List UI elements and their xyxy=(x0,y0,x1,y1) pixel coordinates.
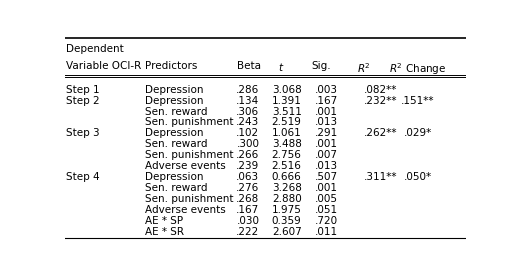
Text: .300: .300 xyxy=(236,139,260,149)
Text: .082**: .082** xyxy=(364,85,397,95)
Text: .063: .063 xyxy=(236,172,260,182)
Text: .720: .720 xyxy=(314,216,338,226)
Text: Sen. reward: Sen. reward xyxy=(145,139,208,149)
Text: Dependent: Dependent xyxy=(66,44,123,55)
Text: .262**: .262** xyxy=(364,129,397,138)
Text: .013: .013 xyxy=(314,161,338,171)
Text: Sen. reward: Sen. reward xyxy=(145,107,208,116)
Text: 3.268: 3.268 xyxy=(272,183,301,193)
Text: Predictors: Predictors xyxy=(145,61,197,71)
Text: .051: .051 xyxy=(314,205,338,215)
Text: Step 2: Step 2 xyxy=(66,96,99,105)
Text: 3.068: 3.068 xyxy=(272,85,301,95)
Text: .007: .007 xyxy=(315,150,338,160)
Text: .001: .001 xyxy=(315,139,338,149)
Text: Step 1: Step 1 xyxy=(66,85,99,95)
Text: Depression: Depression xyxy=(145,96,204,105)
Text: .239: .239 xyxy=(236,161,260,171)
Text: $t$: $t$ xyxy=(278,61,285,73)
Text: Beta: Beta xyxy=(237,61,262,71)
Text: AE * SR: AE * SR xyxy=(145,227,184,237)
Text: Depression: Depression xyxy=(145,172,204,182)
Text: .286: .286 xyxy=(236,85,260,95)
Text: 1.391: 1.391 xyxy=(272,96,301,105)
Text: .232**: .232** xyxy=(364,96,397,105)
Text: $R^2$ Change: $R^2$ Change xyxy=(390,61,447,77)
Text: .001: .001 xyxy=(315,183,338,193)
Text: 3.511: 3.511 xyxy=(272,107,301,116)
Text: .311**: .311** xyxy=(364,172,397,182)
Text: 2.519: 2.519 xyxy=(272,118,301,127)
Text: AE * SP: AE * SP xyxy=(145,216,183,226)
Text: .243: .243 xyxy=(236,118,260,127)
Text: .276: .276 xyxy=(236,183,260,193)
Text: .030: .030 xyxy=(236,216,260,226)
Text: .507: .507 xyxy=(314,172,338,182)
Text: .167: .167 xyxy=(314,96,338,105)
Text: .306: .306 xyxy=(236,107,260,116)
Text: .011: .011 xyxy=(314,227,338,237)
Text: .291: .291 xyxy=(314,129,338,138)
Text: $R^2$: $R^2$ xyxy=(357,61,371,75)
Text: 0.666: 0.666 xyxy=(272,172,301,182)
Text: Step 4: Step 4 xyxy=(66,172,99,182)
Text: Adverse events: Adverse events xyxy=(145,161,226,171)
Text: Step 3: Step 3 xyxy=(66,129,99,138)
Text: Sen. punishment: Sen. punishment xyxy=(145,194,234,204)
Text: 3.488: 3.488 xyxy=(272,139,301,149)
Text: 1.975: 1.975 xyxy=(272,205,301,215)
Text: .134: .134 xyxy=(236,96,260,105)
Text: Depression: Depression xyxy=(145,129,204,138)
Text: .005: .005 xyxy=(315,194,338,204)
Text: Adverse events: Adverse events xyxy=(145,205,226,215)
Text: 1.061: 1.061 xyxy=(272,129,301,138)
Text: Sig.: Sig. xyxy=(312,61,332,71)
Text: .268: .268 xyxy=(236,194,260,204)
Text: Sen. reward: Sen. reward xyxy=(145,183,208,193)
Text: .266: .266 xyxy=(236,150,260,160)
Text: Sen. punishment: Sen. punishment xyxy=(145,118,234,127)
Text: .167: .167 xyxy=(236,205,260,215)
Text: 2.516: 2.516 xyxy=(272,161,301,171)
Text: 2.756: 2.756 xyxy=(272,150,301,160)
Text: Sen. punishment: Sen. punishment xyxy=(145,150,234,160)
Text: .013: .013 xyxy=(314,118,338,127)
Text: Depression: Depression xyxy=(145,85,204,95)
Text: .029*: .029* xyxy=(404,129,432,138)
Text: .003: .003 xyxy=(315,85,338,95)
Text: .222: .222 xyxy=(236,227,260,237)
Text: 0.359: 0.359 xyxy=(272,216,301,226)
Text: .151**: .151** xyxy=(401,96,435,105)
Text: 2.607: 2.607 xyxy=(272,227,301,237)
Text: .102: .102 xyxy=(236,129,260,138)
Text: 2.880: 2.880 xyxy=(272,194,301,204)
Text: Variable OCI-R: Variable OCI-R xyxy=(66,61,141,71)
Text: .001: .001 xyxy=(315,107,338,116)
Text: .050*: .050* xyxy=(404,172,432,182)
